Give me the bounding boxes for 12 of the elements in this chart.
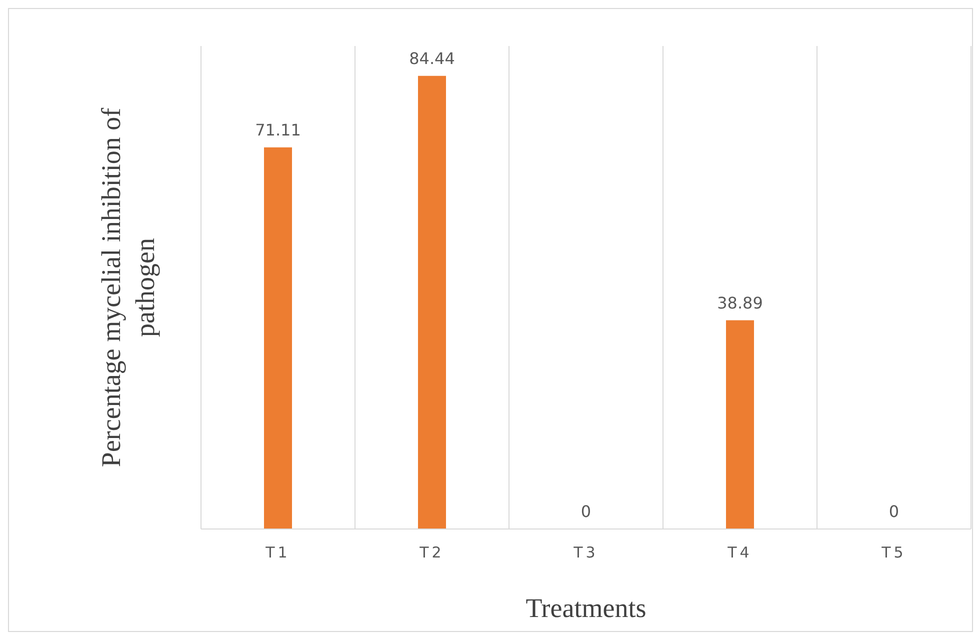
y-axis-title: Percentage mycelial inhibition of pathogen xyxy=(96,108,160,468)
x-tick-label: T2 xyxy=(418,544,444,562)
data-label: 71.11 xyxy=(255,120,301,140)
data-label: 84.44 xyxy=(409,48,455,68)
data-label: 0 xyxy=(580,502,592,521)
data-label: 0 xyxy=(888,502,900,521)
x-tick-label: T5 xyxy=(880,544,906,562)
x-tick-label: T3 xyxy=(572,544,598,562)
x-tick-label: T1 xyxy=(264,544,290,562)
x-tick-label: T4 xyxy=(726,544,752,562)
data-label: 38.89 xyxy=(717,293,763,312)
x-axis-title: Treatments xyxy=(526,593,646,623)
